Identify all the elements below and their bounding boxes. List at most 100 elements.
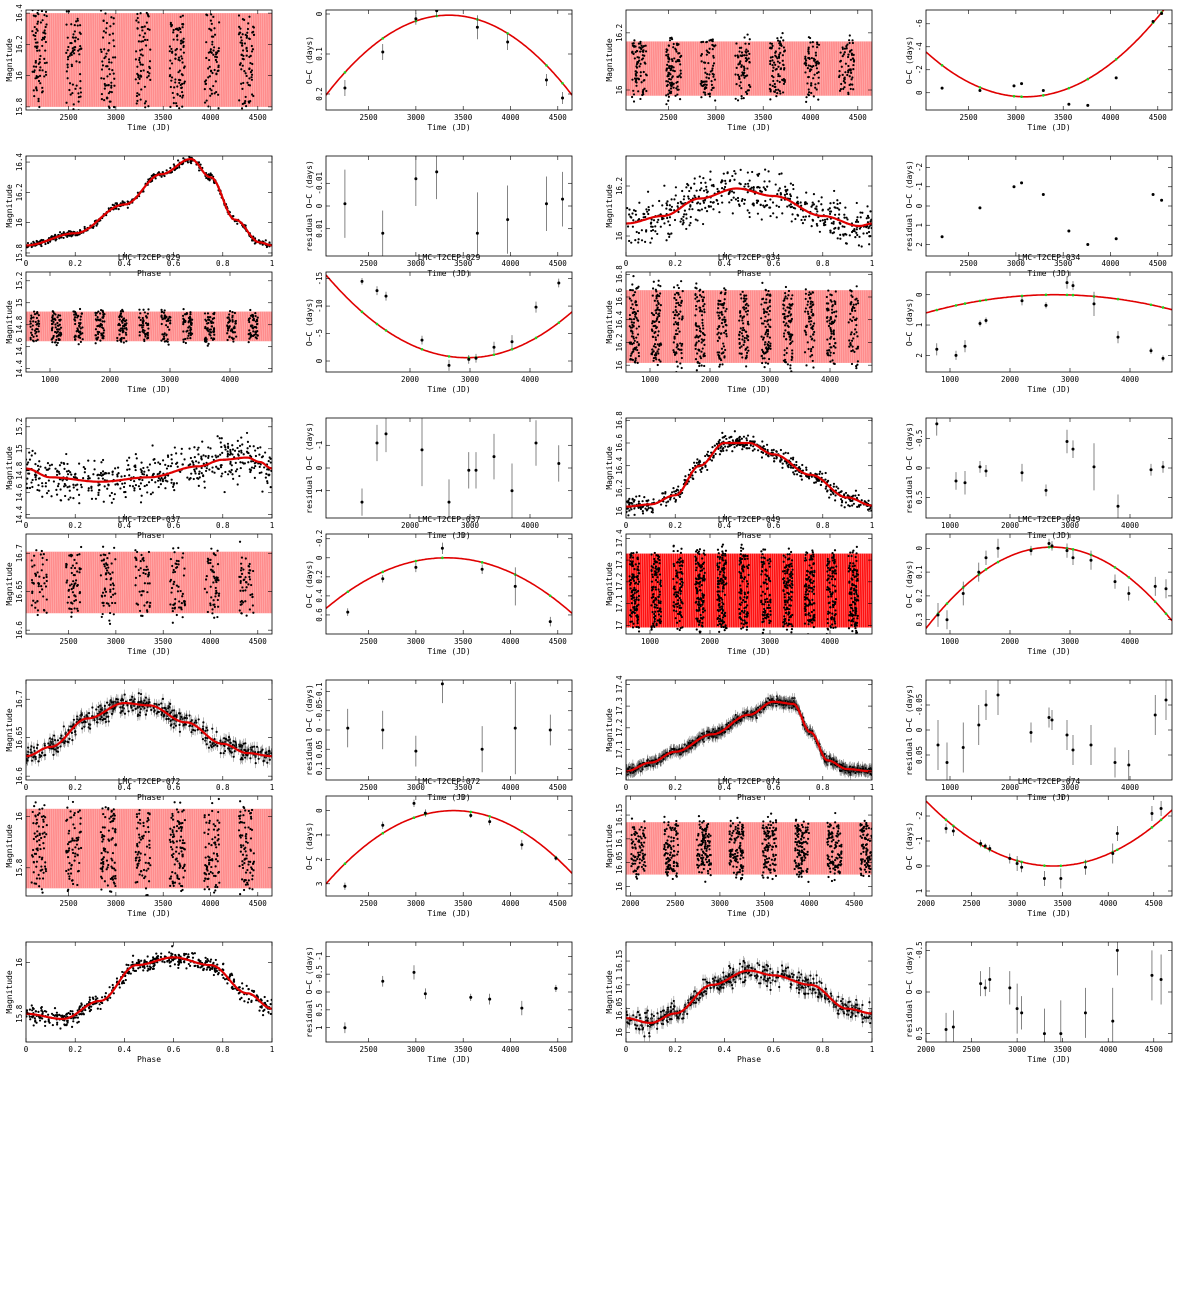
phased-point [58,472,61,475]
phased-point [161,480,165,483]
observation-point [210,325,213,328]
phased-point [163,174,166,178]
observation-point [680,356,683,360]
phased-point [828,210,832,213]
model-oscillation [856,41,859,96]
observation-point [181,105,184,108]
phased-point [654,230,657,233]
observation-point [714,99,717,102]
observation-point [831,311,834,314]
model-oscillation [861,41,863,96]
observation-point [181,96,184,99]
observation-point [631,51,634,54]
phased-point [265,472,268,475]
observation-point [769,318,772,321]
phased-point [28,458,32,461]
observation-point [173,86,176,89]
phased-point [799,201,802,204]
observation-point [109,7,111,9]
model-oscillation [195,311,197,342]
phased-point [694,218,697,221]
observation-point [226,325,229,328]
observation-point [790,370,793,372]
phased-point [848,234,851,237]
phased-point [823,218,827,221]
observation-point [744,90,748,94]
phased-point [721,201,724,204]
phased-point [131,485,135,488]
observation-point [637,78,641,81]
observation-point [231,314,234,317]
phased-point [55,238,58,241]
phased-point [712,208,715,211]
observation-point [773,82,776,86]
observation-point [651,335,654,338]
phased-point [670,205,673,208]
phased-point [226,453,229,456]
observation-point [850,294,853,297]
observation-point [71,50,74,53]
observation-point [813,58,817,61]
observation-point [232,340,235,343]
y-tick-label: -6 [915,19,924,29]
phased-point [46,468,50,471]
observation-point [791,340,794,343]
observation-point [772,61,776,64]
observation-point [136,27,139,30]
model-oscillation [854,41,857,96]
observation-point [102,30,105,33]
model-oscillation [91,13,94,107]
phased-point [231,444,234,447]
observation-point [655,319,658,322]
observation-point [174,57,177,60]
observation-point [55,344,58,347]
observation-point [745,58,749,61]
phased-point [189,456,192,460]
observation-point [851,309,854,313]
observation-point [135,102,138,105]
phased-point [134,464,137,467]
observation-point [742,65,745,68]
observation-point [136,12,139,16]
phased-point [704,181,707,184]
o-c-point [534,305,538,309]
observation-point [717,353,720,357]
phased-point [828,212,832,216]
x-tick-label: 0.6 [167,259,181,268]
phased-point [700,208,704,211]
observation-point [745,54,748,57]
observation-point [671,75,674,78]
model-oscillation [837,290,839,363]
observation-point [66,63,69,66]
phased-point [173,489,176,492]
phased-point [200,472,203,475]
observation-point [180,42,183,45]
observation-point [245,74,248,78]
x-tick-label: 4000 [501,259,520,268]
observation-point [677,88,680,91]
model-oscillation [164,13,166,107]
observation-point [665,54,668,57]
observation-point [244,95,247,99]
observation-point [672,42,675,46]
observation-point [110,81,113,84]
observation-point [172,38,175,41]
phased-point [628,213,631,216]
x-tick-label: 4000 [801,113,820,122]
observation-point [175,104,178,108]
phased-point [659,225,662,228]
observation-point [848,339,851,342]
observation-point [633,291,637,294]
observation-point [763,343,766,346]
phased-point [207,454,210,458]
observation-point [45,14,48,18]
observation-point [36,41,39,44]
observation-point [113,77,116,80]
observation-point [112,72,115,75]
observation-point [718,317,721,320]
observation-point [68,88,71,92]
model-oscillation [140,13,142,107]
observation-point [134,78,137,81]
observation-point [56,341,59,345]
observation-point [809,292,812,296]
